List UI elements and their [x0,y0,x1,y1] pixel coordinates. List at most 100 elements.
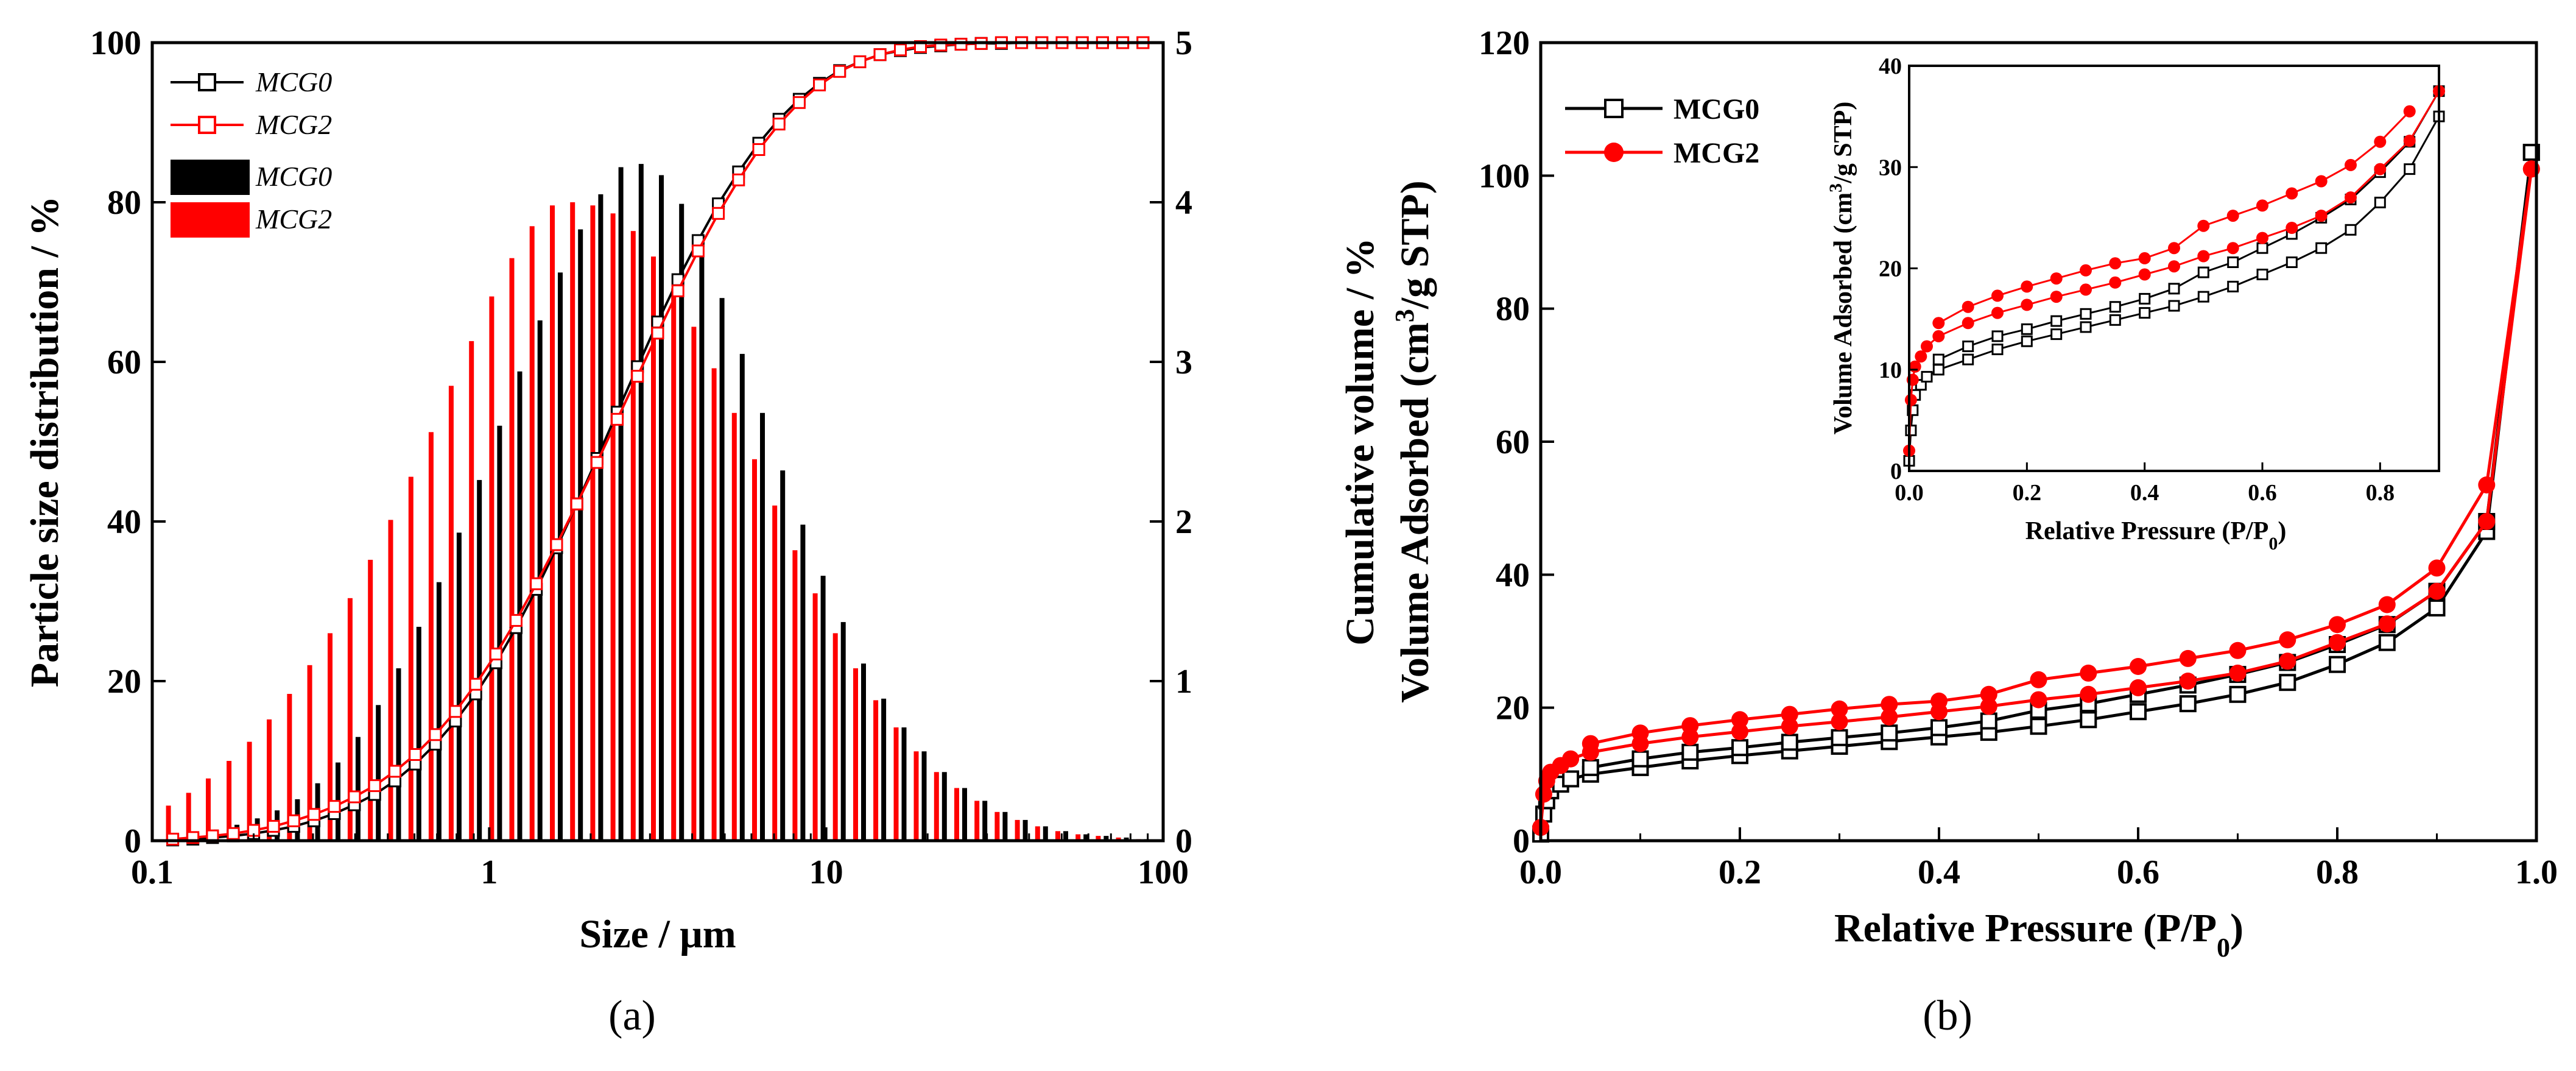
a-bar-mcg0 [921,751,927,841]
inset-point-mcg0 [2021,323,2033,335]
a-point-mcg2 [530,577,543,590]
inset-point-mcg2 [2050,272,2063,285]
b-point-mcg2 [2428,559,2446,577]
a-y-right-tick-label: 3 [1175,344,1192,381]
a-bar-mcg2 [408,476,413,841]
a-legend-swatch-mcg2-bar [171,202,250,238]
a-bar-mcg0 [1043,826,1048,841]
a-point-mcg2 [166,832,180,846]
a-bar-mcg0 [840,622,846,841]
a-bar-mcg2 [731,412,737,841]
a-y-left-tick-label: 60 [107,344,141,381]
a-bar-mcg2 [772,505,778,841]
a-bar-mcg2 [1035,826,1040,841]
inset-point-mcg2 [2168,242,2180,255]
b-point-mcg0 [1731,739,1748,757]
a-legend-mcg2-bar: MCG2 [255,203,332,235]
inset-point-mcg2 [2403,135,2416,147]
a-bar-mcg2 [691,327,697,841]
b-y-tick-label: 120 [1479,24,1530,62]
a-bar-mcg2 [853,668,858,841]
a-point-mcg2 [590,456,604,469]
b-point-mcg2 [1881,709,1898,726]
b-legend-mcg2: MCG2 [1673,137,1759,169]
b-point-mcg2 [1831,700,1848,718]
inset-point-mcg2 [2403,105,2416,118]
inset-point-mcg2 [2109,276,2122,289]
b-y-axis-label: Volume Adsorbed (cm3/g STP) [1390,180,1438,702]
a-y-left-tick-label: 80 [107,184,141,222]
b-point-mcg2 [2279,631,2296,649]
b-x-axis-label: Relative Pressure (P/P0) [1834,906,2243,963]
a-bar-mcg0 [355,737,361,841]
inset-point-mcg0 [1905,425,1917,436]
a-bar-mcg2 [832,633,838,841]
b-point-mcg2 [1980,685,1997,703]
a-point-mcg2 [651,327,664,340]
a-bar-mcg2 [752,459,757,841]
inset-axis-ticks: 0.0 0.2 0.4 0.6 0.8 0 10 20 30 40 [1879,54,2395,506]
a-bar-mcg2 [428,432,434,841]
inset-point-mcg2 [2021,280,2033,293]
a-bar-mcg2 [489,296,494,841]
a-bar-mcg0 [477,479,482,841]
inset-point-mcg2 [1904,394,1917,406]
a-point-mcg2 [409,748,422,761]
a-bar-mcg2 [206,778,211,841]
a-bar-mcg0 [497,425,502,841]
a-point-mcg2 [954,38,968,51]
a-bar-mcg2 [328,633,333,841]
inset-point-mcg2 [2197,250,2210,263]
a-bar-mcg2 [1055,831,1060,841]
b-x-tick-label: 0.2 [1719,854,1761,891]
a-point-mcg2 [894,43,907,57]
inset-point-mcg2 [2138,252,2151,264]
inset-x-axis-label: Relative Pressure (P/P0) [2025,517,2287,554]
inset-y-tick-label: 0 [1890,459,1902,484]
a-bar-mcg0 [941,772,947,841]
a-point-mcg2 [873,48,887,62]
a-point-mcg2 [631,370,644,383]
inset-point-mcg2 [2374,135,2387,148]
inset-point-mcg0 [2021,335,2033,347]
inset-point-mcg0 [1921,370,1933,383]
inset-point-mcg0 [2050,328,2063,341]
a-bar-mcg0 [881,698,887,841]
a-bar-mcg0 [1083,834,1089,841]
a-bar-mcg0 [558,272,563,841]
b-y-tick-label: 0 [1513,822,1530,860]
a-point-mcg2 [449,705,462,718]
b-point-mcg2 [2378,615,2396,633]
inset-point-mcg0 [2050,315,2063,327]
a-y-left-tick-label: 40 [107,503,141,541]
b-point-mcg0 [2229,685,2247,703]
a-legend-mcg2-line: MCG2 [255,109,332,140]
b-legend: MCG0 MCG2 [1565,93,1759,169]
b-point-mcg0 [1582,758,1599,776]
inset-y-tick-label: 40 [1879,54,1902,79]
b-point-mcg2 [1781,718,1798,735]
a-y-left-tick-label: 100 [90,24,141,62]
b-point-mcg0 [1980,712,1997,730]
inset-point-mcg2 [1962,317,1974,330]
inset-x-tick-label: 0.8 [2366,480,2395,506]
b-point-mcg0 [1930,719,1948,737]
a-bar-mcg2 [913,751,919,841]
inset-point-mcg0 [2080,321,2092,333]
inset-x-tick-label: 0.6 [2248,480,2277,506]
inset-point-mcg0 [2109,301,2121,313]
a-bar-mcg2 [1015,819,1020,841]
inset-point-mcg2 [1909,360,1921,373]
a-point-mcg2 [287,814,300,827]
a-point-mcg2 [368,779,381,793]
a-bar-mcg2 [186,793,191,841]
b-point-mcg2 [1781,705,1798,723]
b-point-mcg0 [2030,718,2047,735]
a-point-mcg2 [348,790,361,804]
a-bar-mcg0 [962,788,967,841]
inset-point-mcg2 [1932,330,1945,342]
b-point-mcg2 [2428,582,2446,600]
inset-point-mcg0 [1932,353,1944,366]
inset-point-mcg0 [2227,280,2239,292]
